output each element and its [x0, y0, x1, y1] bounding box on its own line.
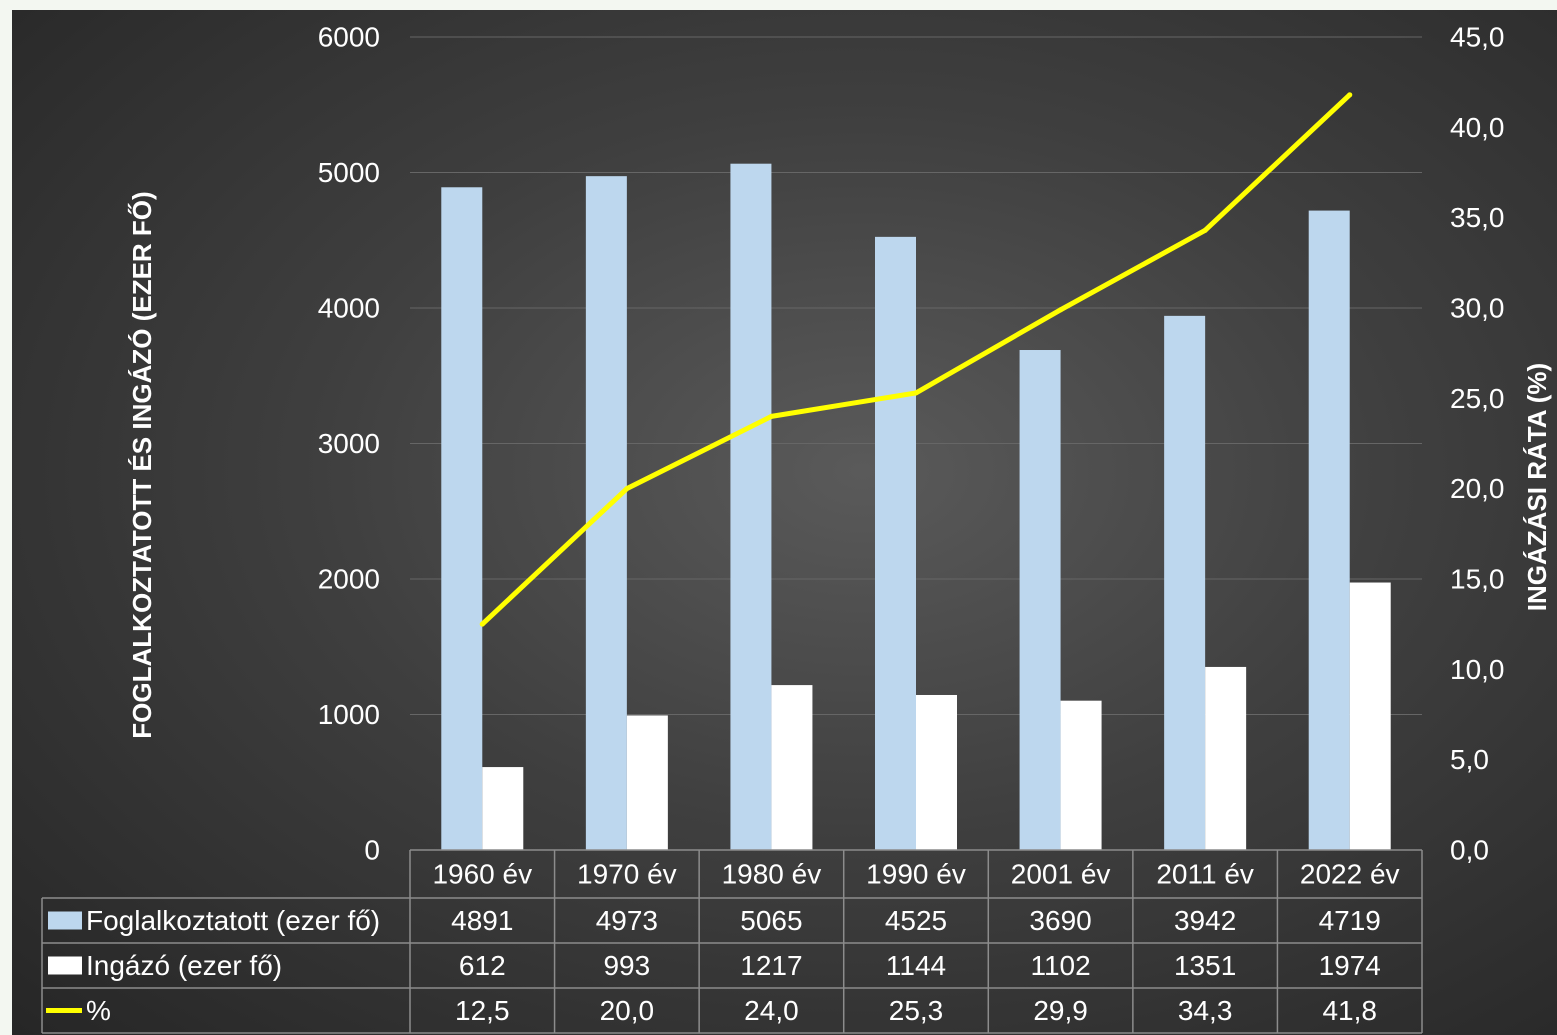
category-label: 1990 év	[866, 859, 966, 890]
table-cell: 5065	[740, 905, 802, 936]
category-label: 2001 év	[1011, 859, 1111, 890]
table-cell: 993	[603, 950, 650, 981]
table-cell: 1974	[1319, 950, 1381, 981]
category-label: 2022 év	[1300, 859, 1400, 890]
category-label: 1960 év	[432, 859, 532, 890]
table-cell: 25,3	[889, 995, 944, 1026]
table-cell: 4525	[885, 905, 947, 936]
bar-foglalkoztatott	[585, 176, 627, 850]
table-cell: 12,5	[455, 995, 510, 1026]
bar-foglalkoztatott	[1019, 350, 1061, 850]
y-tick-label: 1000	[318, 699, 380, 730]
bar-foglalkoztatott	[441, 187, 483, 850]
y-tick-label: 2000	[318, 564, 380, 595]
bar-foglalkoztatott	[1164, 315, 1206, 850]
table-cell: 41,8	[1322, 995, 1377, 1026]
bar-ingazo	[626, 715, 668, 850]
table-cell: 4891	[451, 905, 513, 936]
line-point	[913, 390, 919, 396]
y2-axis-title: INGÁZÁSI RÁTA (%)	[1522, 363, 1552, 611]
category-label: 2011 év	[1156, 859, 1254, 890]
table-cell: 1144	[886, 950, 946, 981]
table-cell: 34,3	[1178, 995, 1233, 1026]
y-tick-label: 3000	[318, 428, 380, 459]
y2-tick-label: 40,0	[1450, 112, 1505, 143]
y-tick-label: 5000	[318, 157, 380, 188]
y-axis-title: FOGLALKOZTATOTT ÉS INGÁZÓ (EZER FŐ)	[127, 191, 157, 738]
bar-ingazo	[1060, 700, 1102, 850]
legend-label: Foglalkoztatott (ezer fő)	[86, 905, 380, 936]
line-point	[1058, 307, 1064, 313]
table-cell: 24,0	[744, 995, 799, 1026]
line-point	[1202, 227, 1208, 233]
category-label: 1970 év	[577, 859, 677, 890]
y-tick-label: 4000	[318, 293, 380, 324]
table-cell: 29,9	[1033, 995, 1088, 1026]
table-cell: 612	[459, 950, 506, 981]
bar-foglalkoztatott	[1308, 210, 1350, 850]
bar-ingazo	[771, 685, 813, 850]
y2-tick-label: 0,0	[1450, 835, 1489, 866]
line-point	[624, 486, 630, 492]
table-cell: 3690	[1029, 905, 1091, 936]
bar-ingazo	[482, 767, 524, 850]
table-cell: 1102	[1030, 950, 1090, 981]
line-point	[479, 621, 485, 627]
table-cell: 1217	[740, 950, 802, 981]
y2-tick-label: 35,0	[1450, 202, 1505, 233]
table-cell: 4719	[1319, 905, 1381, 936]
legend-key-ingazo	[48, 956, 82, 975]
legend-key-foglalkoztatott	[48, 911, 82, 930]
table-cell: 20,0	[600, 995, 655, 1026]
bar-ingazo	[1205, 666, 1247, 850]
table-cell: 1351	[1174, 950, 1236, 981]
bar-ingazo	[916, 694, 957, 850]
y2-tick-label: 15,0	[1450, 564, 1505, 595]
y2-tick-label: 5,0	[1450, 744, 1489, 775]
table-cell: 3942	[1174, 905, 1236, 936]
table-cell: 4973	[596, 905, 658, 936]
legend-label: Ingázó (ezer fő)	[86, 950, 282, 981]
y2-tick-label: 10,0	[1450, 654, 1505, 685]
y-tick-label: 0	[364, 835, 380, 866]
line-point	[768, 413, 774, 419]
bar-foglalkoztatott	[875, 236, 916, 851]
category-label: 1980 év	[722, 859, 822, 890]
y2-tick-label: 30,0	[1450, 293, 1505, 324]
y2-tick-label: 45,0	[1450, 22, 1505, 53]
bar-ingazo	[1349, 582, 1391, 850]
y-tick-label: 6000	[318, 22, 380, 53]
chart-svg: 0 1000 2000 3000 4000 5000 6000 0,0 5,0 10,0 15,0 2…	[41, 22, 1552, 1034]
chart: 0 1000 2000 3000 4000 5000 6000 0,0 5,0 10,0 15,0 2…	[12, 10, 1557, 1035]
y2-tick-label: 25,0	[1450, 383, 1505, 414]
y2-tick-label: 20,0	[1450, 473, 1505, 504]
line-point	[1347, 92, 1353, 98]
legend-label: %	[86, 995, 111, 1026]
bar-foglalkoztatott	[730, 163, 772, 850]
